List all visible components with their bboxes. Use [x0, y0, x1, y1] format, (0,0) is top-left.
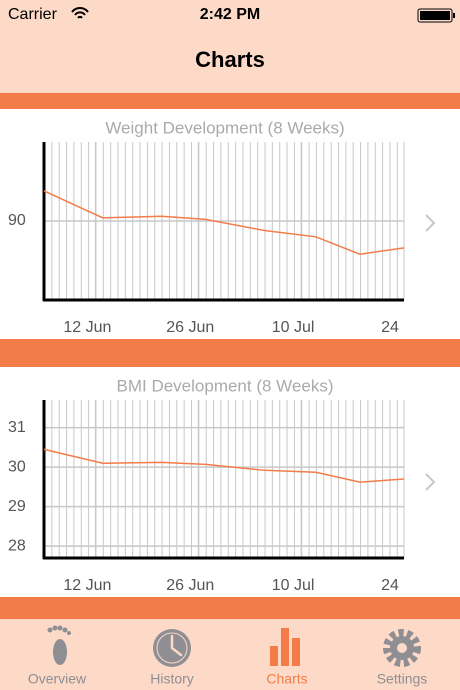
charts-icon[interactable]	[270, 628, 300, 666]
x-tick-label: 10 Jul	[272, 319, 315, 336]
x-tick-label: 24	[381, 319, 399, 336]
carrier: Carrier	[8, 6, 58, 23]
tab-label[interactable]: Settings	[377, 671, 428, 687]
overview-icon[interactable]	[47, 625, 72, 666]
vertical-grid	[44, 400, 404, 558]
x-tick-label: 24	[381, 577, 399, 594]
y-tick-label: 90	[8, 212, 26, 229]
x-tick-label: 10 Jul	[272, 577, 315, 594]
clock: 2:42 PM	[200, 6, 260, 23]
y-tick-label: 30	[8, 458, 26, 475]
y-tick-label: 31	[8, 419, 26, 436]
tab-label[interactable]: Overview	[28, 671, 87, 687]
battery	[417, 8, 453, 23]
data-line	[43, 190, 405, 255]
wifi-icon	[71, 7, 89, 19]
history-icon[interactable]	[153, 629, 191, 667]
chart-title: BMI Development (8 Weeks)	[117, 376, 334, 395]
data-line	[43, 448, 405, 483]
x-tick-label: 26 Jun	[166, 319, 214, 336]
x-tick-label: 26 Jun	[166, 577, 214, 594]
chart-title: Weight Development (8 Weeks)	[105, 118, 344, 137]
settings-icon[interactable]	[383, 629, 421, 667]
x-tick-label: 12 Jun	[63, 577, 111, 594]
y-tick-label: 28	[8, 537, 26, 554]
x-tick-label: 12 Jun	[63, 319, 111, 336]
battery-tip	[453, 13, 455, 18]
tab-label[interactable]: History	[150, 671, 194, 687]
tab-icons	[47, 625, 421, 667]
separator	[0, 597, 460, 619]
separator	[0, 339, 460, 367]
battery-level	[420, 11, 450, 20]
separator	[0, 93, 460, 109]
y-tick-label: 29	[8, 498, 26, 515]
nav-title: Charts	[195, 47, 265, 72]
tab-label[interactable]: Charts	[266, 671, 307, 687]
chevron[interactable]	[425, 473, 436, 491]
chevron[interactable]	[425, 214, 436, 232]
